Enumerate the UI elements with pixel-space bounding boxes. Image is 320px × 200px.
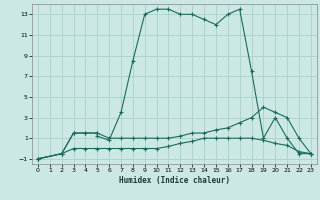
X-axis label: Humidex (Indice chaleur): Humidex (Indice chaleur): [119, 176, 230, 185]
